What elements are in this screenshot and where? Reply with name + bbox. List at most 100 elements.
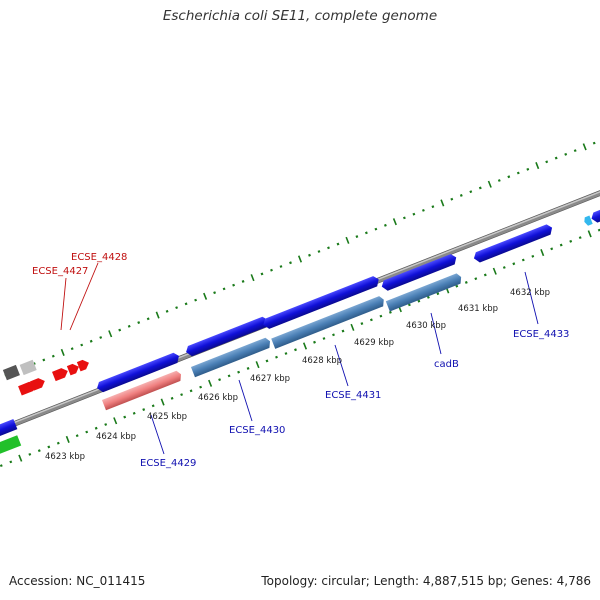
inner-track-minor-tick: [531, 254, 535, 258]
outer-track-minor-tick: [497, 179, 501, 182]
kbp-label-4625: 4625 kbp: [147, 412, 187, 422]
leader-ECSE_4430: [238, 379, 253, 422]
gene-labels: ECSE_4427 ECSE_4428 ECSE_4429 ECSE_4430 …: [32, 252, 569, 469]
gene-reverse-ECSE_4430: [190, 337, 271, 378]
outer-track-minor-tick: [545, 160, 549, 164]
outer-track-minor-tick: [564, 152, 568, 156]
gene-label-ECSE_4430: ECSE_4430: [229, 425, 285, 436]
inner-track-minor-tick: [578, 236, 582, 240]
inner-track-minor-tick: [464, 281, 468, 284]
inner-track-minor-tick: [313, 340, 316, 344]
outer-track-minor-tick: [146, 317, 150, 321]
leader-ECSE_4431: [334, 344, 349, 387]
outer-track-minor-tick: [222, 287, 226, 291]
inner-track-minor-tick: [360, 322, 364, 325]
kbp-label-4626: 4626 kbp: [198, 393, 238, 403]
inner-track-minor-tick: [417, 299, 421, 303]
inner-track-major-tick: [540, 249, 545, 257]
kbp-label-4630: 4630 kbp: [406, 321, 446, 331]
outer-track-minor-tick: [421, 208, 425, 212]
inner-track-major-tick: [350, 323, 355, 331]
rna-gene-2: [29, 378, 45, 391]
outer-track-major-tick: [535, 162, 540, 170]
kbp-labels: 4623 kbp 4624 kbp 4625 kbp 4626 kbp 4627…: [45, 288, 550, 462]
outer-track-major-tick: [155, 311, 160, 319]
outer-track-major-tick: [392, 218, 397, 226]
inner-track-minor-tick: [9, 460, 13, 464]
inner-track-major-tick: [113, 417, 118, 425]
inner-track-minor-tick: [75, 434, 79, 438]
outer-track-minor-tick: [573, 149, 577, 153]
inner-track-minor-tick: [332, 333, 335, 337]
kbp-label-4624: 4624 kbp: [96, 432, 136, 442]
outer-track-minor-tick: [51, 354, 55, 358]
kbp-label-4623: 4623 kbp: [45, 452, 85, 462]
gene-forward-4: [381, 254, 457, 291]
inner-track-minor-tick: [341, 329, 345, 333]
inner-track-minor-tick: [379, 314, 383, 318]
gene-pseudo-ECSE_4429: [101, 370, 182, 411]
inner-track-minor-tick: [265, 359, 269, 363]
inner-track-minor-tick: [0, 464, 3, 468]
outer-track-minor-tick: [526, 167, 530, 171]
gene-reverse-cadB: [385, 273, 462, 312]
outer-track-minor-tick: [127, 324, 131, 328]
outer-track-minor-tick: [412, 212, 416, 216]
inner-track-major-tick: [587, 230, 592, 238]
inner-track-minor-tick: [388, 310, 392, 314]
outer-track-major-tick: [297, 255, 303, 263]
gene-light-blue-marker: [584, 215, 593, 226]
gene-label-ECSE_4433: ECSE_4433: [513, 329, 569, 340]
genome-summary-label: Topology: circular; Length: 4,887,515 bp…: [261, 574, 591, 588]
leader-cadB: [430, 312, 442, 355]
outer-track-minor-tick: [327, 246, 330, 250]
outer-track-minor-tick: [383, 223, 387, 227]
inner-track-major-tick: [18, 454, 23, 462]
outer-track-minor-tick: [336, 242, 340, 246]
inner-track-minor-tick: [151, 404, 155, 408]
outer-track-minor-tick: [459, 194, 463, 197]
outer-track-minor-tick: [184, 302, 188, 306]
gene-partial-left-grey: [2, 364, 20, 381]
leader-ECSE_4427: [60, 277, 67, 331]
outer-track-minor-tick: [118, 328, 122, 332]
gene-forward-3: [263, 276, 379, 329]
outer-track-minor-tick: [478, 186, 482, 190]
rna-gene-1: [18, 381, 36, 396]
leader-ECSE_4433: [524, 271, 539, 325]
outer-track-minor-tick: [241, 280, 245, 283]
outer-track-minor-tick: [431, 205, 435, 209]
outer-track-major-tick: [203, 292, 208, 300]
kbp-label-4632: 4632 kbp: [510, 288, 550, 298]
outer-track-minor-tick: [516, 171, 520, 175]
gene-reverse-ECSE_4431: [271, 296, 384, 349]
outer-track-major-tick: [60, 348, 65, 356]
inner-track-minor-tick: [47, 445, 51, 449]
inner-track-minor-tick: [170, 396, 174, 400]
inner-track-major-tick: [208, 379, 213, 387]
outer-track-minor-tick: [32, 362, 36, 366]
outer-track-minor-tick: [450, 197, 454, 201]
inner-track-minor-tick: [189, 389, 193, 393]
rna-gene-5: [76, 359, 89, 372]
outer-track-major-tick: [345, 236, 350, 244]
inner-track-minor-tick: [132, 411, 136, 415]
outer-track-minor-tick: [89, 339, 93, 343]
inner-track-major-tick: [65, 435, 70, 443]
inner-track-minor-tick: [246, 367, 250, 370]
inner-track-minor-tick: [502, 266, 506, 269]
outer-track-major-tick: [440, 199, 445, 207]
leader-ECSE_4429: [150, 414, 165, 455]
inner-track-major-tick: [255, 361, 260, 369]
outer-track-minor-tick: [70, 347, 74, 351]
outer-track-minor-tick: [289, 261, 292, 265]
gene-partial-left-green: [0, 435, 22, 456]
inner-track-minor-tick: [474, 277, 478, 281]
inner-track-minor-tick: [322, 337, 326, 340]
outer-track-minor-tick: [213, 291, 217, 295]
gene-label-ECSE_4428: ECSE_4428: [71, 252, 127, 263]
outer-track-minor-tick: [99, 336, 103, 339]
outer-track-minor-tick: [355, 235, 359, 238]
inner-track-minor-tick: [550, 247, 554, 251]
inner-track-minor-tick: [483, 273, 487, 277]
